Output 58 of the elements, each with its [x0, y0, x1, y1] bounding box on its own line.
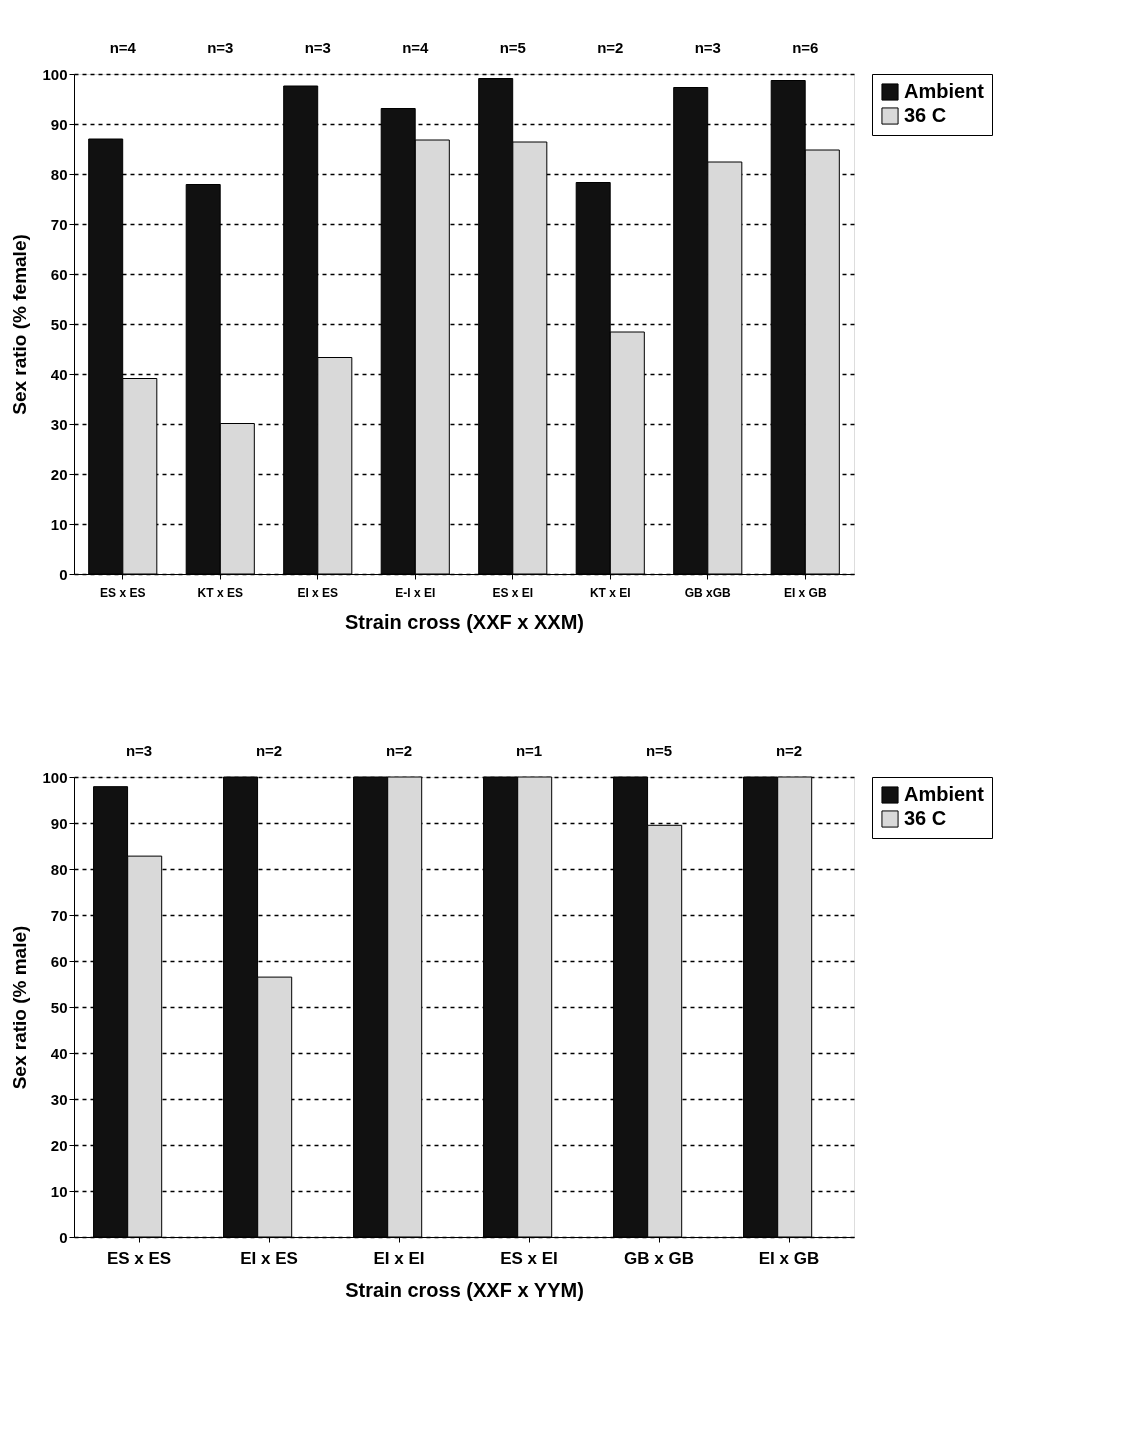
- y-tick-label: 30: [50, 1090, 68, 1108]
- text: n=4: [402, 39, 430, 56]
- text: n=4: [109, 39, 137, 56]
- y-tick-label: 60: [50, 952, 68, 970]
- text: n=3: [125, 742, 153, 759]
- text: n=3: [207, 39, 234, 56]
- y-tick-label: 20: [50, 465, 68, 483]
- y-tick-label: 20: [50, 1136, 68, 1154]
- y-tick-label: 10: [50, 1182, 68, 1200]
- y-tick-label: 50: [50, 998, 68, 1016]
- y-tick-label: 70: [50, 906, 68, 924]
- y-tick-label: 70: [50, 215, 68, 233]
- y-tick-label: 10: [50, 515, 68, 533]
- text: n=2: [597, 39, 624, 56]
- text: n=2: [385, 742, 413, 759]
- y-tick-label: 50: [50, 315, 68, 333]
- y-tick-label: 90: [50, 115, 68, 133]
- y-tick-label: 40: [50, 1044, 68, 1062]
- text: n=3: [694, 39, 721, 56]
- x-axis-title: Strain cross (XXF x XXM): [345, 610, 584, 633]
- y-tick-label: 40: [50, 365, 68, 383]
- y-tick-label: 90: [50, 814, 68, 832]
- text: n=5: [499, 39, 526, 56]
- y-axis-title: Sex ratio (% female): [9, 234, 31, 415]
- legend-label: Ambient: [904, 783, 985, 805]
- y-tick-label: 0: [59, 1228, 68, 1246]
- text: n=3: [304, 39, 331, 56]
- text: n=2: [775, 742, 803, 759]
- x-tick-label: EI x ES: [240, 1248, 298, 1268]
- y-axis-title: Sex ratio (% male): [9, 925, 31, 1090]
- x-tick-label: EI x GB: [758, 1248, 820, 1268]
- x-tick-label: E-I x EI: [395, 585, 436, 600]
- x-tick-label: EI x GB: [783, 585, 827, 600]
- legend-label: 36 C: [904, 807, 947, 829]
- x-tick-label: KT x EI: [589, 585, 631, 600]
- y-tick-label: 60: [50, 265, 68, 283]
- x-tick-label: KT x ES: [197, 585, 243, 600]
- x-tick-label: GB x GB: [624, 1248, 694, 1268]
- legend-label: 36 C: [904, 104, 947, 126]
- x-tick-label: ES x EI: [492, 585, 534, 600]
- text: n=5: [645, 742, 673, 759]
- y-tick-label: 100: [42, 65, 68, 83]
- x-tick-label: ES x EI: [500, 1248, 558, 1268]
- x-tick-label: EI x ES: [297, 585, 339, 600]
- x-tick-label: GB xGB: [684, 585, 732, 600]
- y-tick-label: 0: [59, 565, 68, 583]
- x-tick-label: ES x ES: [106, 1248, 172, 1268]
- text: n=2: [255, 742, 283, 759]
- y-tick-label: 30: [50, 415, 68, 433]
- x-tick-label: ES x ES: [100, 585, 146, 600]
- legend-label: Ambient: [904, 80, 985, 102]
- x-axis-title: Strain cross (XXF x YYM): [345, 1278, 584, 1301]
- y-tick-label: 80: [50, 860, 68, 878]
- y-tick-label: 80: [50, 165, 68, 183]
- x-tick-label: EI x EI: [373, 1248, 425, 1268]
- text: n=6: [792, 39, 819, 56]
- text: n=1: [515, 742, 543, 759]
- y-tick-label: 100: [42, 768, 68, 786]
